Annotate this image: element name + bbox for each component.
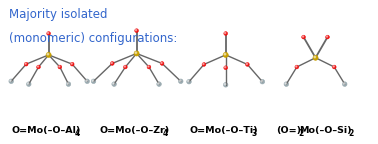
Circle shape xyxy=(180,80,181,81)
Circle shape xyxy=(223,52,228,57)
Circle shape xyxy=(343,83,345,84)
Circle shape xyxy=(224,53,226,55)
Circle shape xyxy=(135,52,136,54)
Text: 4: 4 xyxy=(162,129,167,138)
Circle shape xyxy=(246,63,248,65)
Text: O=Mo(–O–Ti): O=Mo(–O–Ti) xyxy=(189,126,258,136)
Circle shape xyxy=(187,79,191,84)
Circle shape xyxy=(342,82,347,86)
Circle shape xyxy=(296,66,297,67)
Circle shape xyxy=(110,62,114,65)
Circle shape xyxy=(37,65,40,69)
Circle shape xyxy=(302,35,305,39)
Text: Majority isolated: Majority isolated xyxy=(9,8,108,21)
Text: 4: 4 xyxy=(74,129,79,138)
Circle shape xyxy=(135,29,138,33)
Circle shape xyxy=(224,32,228,35)
Circle shape xyxy=(92,80,94,81)
Circle shape xyxy=(86,80,87,81)
Text: O=Mo(–O–Al): O=Mo(–O–Al) xyxy=(12,126,81,136)
Circle shape xyxy=(161,62,162,64)
Circle shape xyxy=(46,52,51,57)
Circle shape xyxy=(225,67,226,68)
Text: (O=): (O=) xyxy=(276,126,301,136)
Text: 2: 2 xyxy=(298,129,303,138)
Circle shape xyxy=(71,63,72,64)
Circle shape xyxy=(58,65,62,69)
Circle shape xyxy=(224,66,228,70)
Circle shape xyxy=(25,63,26,64)
Circle shape xyxy=(326,35,329,39)
Circle shape xyxy=(203,63,204,65)
Circle shape xyxy=(187,80,189,82)
Circle shape xyxy=(147,65,151,69)
Circle shape xyxy=(313,55,318,60)
Circle shape xyxy=(246,63,249,66)
Circle shape xyxy=(47,53,49,55)
Circle shape xyxy=(28,83,29,84)
Circle shape xyxy=(113,83,114,84)
Circle shape xyxy=(134,51,139,56)
Circle shape xyxy=(333,66,334,67)
Circle shape xyxy=(10,80,11,81)
Circle shape xyxy=(148,66,149,67)
Circle shape xyxy=(160,62,164,65)
Circle shape xyxy=(158,83,159,84)
Circle shape xyxy=(124,65,127,69)
Text: Mo(–O–Si): Mo(–O–Si) xyxy=(299,126,352,136)
Circle shape xyxy=(261,80,262,82)
Circle shape xyxy=(302,36,304,37)
Circle shape xyxy=(157,82,161,86)
Text: O=Mo(–O–Zr): O=Mo(–O–Zr) xyxy=(99,126,170,136)
Circle shape xyxy=(111,62,112,64)
Circle shape xyxy=(260,79,265,84)
Circle shape xyxy=(91,79,96,84)
Circle shape xyxy=(202,63,206,66)
Circle shape xyxy=(295,65,299,69)
Circle shape xyxy=(26,82,31,86)
Circle shape xyxy=(85,79,90,84)
Circle shape xyxy=(314,56,316,58)
Circle shape xyxy=(223,83,228,87)
Circle shape xyxy=(225,84,226,85)
Circle shape xyxy=(332,65,336,69)
Circle shape xyxy=(59,66,60,67)
Text: (monomeric) configurations:: (monomeric) configurations: xyxy=(9,32,178,45)
Circle shape xyxy=(327,36,328,37)
Circle shape xyxy=(285,83,287,84)
Circle shape xyxy=(178,79,183,84)
Circle shape xyxy=(47,32,51,35)
Circle shape xyxy=(225,32,226,34)
Circle shape xyxy=(48,32,49,34)
Circle shape xyxy=(124,66,125,67)
Circle shape xyxy=(70,62,74,66)
Text: 2: 2 xyxy=(349,129,354,138)
Circle shape xyxy=(284,82,289,86)
Text: 3: 3 xyxy=(251,129,257,138)
Circle shape xyxy=(112,82,116,86)
Circle shape xyxy=(67,83,68,84)
Circle shape xyxy=(37,66,39,67)
Circle shape xyxy=(24,62,28,66)
Circle shape xyxy=(9,79,14,84)
Circle shape xyxy=(66,82,71,86)
